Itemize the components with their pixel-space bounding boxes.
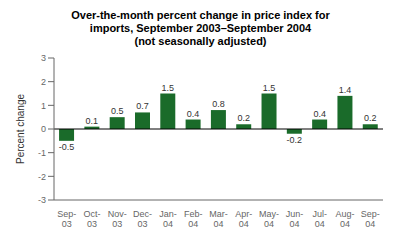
svg-text:Dec-03: Dec-03 [133,209,152,229]
svg-text:Oct-03: Oct-03 [83,209,100,229]
svg-text:Percent change: Percent change [15,94,26,164]
svg-text:0.1: 0.1 [86,116,99,126]
svg-text:0: 0 [41,124,46,134]
svg-text:Sep-04: Sep-04 [361,209,380,229]
svg-text:Nov-03: Nov-03 [108,209,127,229]
svg-text:-3: -3 [38,195,46,205]
svg-text:3: 3 [41,53,46,63]
svg-text:May-04: May-04 [259,209,279,229]
svg-text:Jun-04: Jun-04 [286,209,304,229]
svg-text:0.7: 0.7 [136,101,149,111]
svg-text:1: 1 [41,101,46,111]
svg-text:-1: -1 [38,148,46,158]
svg-text:-0.5: -0.5 [59,142,75,152]
svg-text:Jan-04: Jan-04 [159,209,177,229]
svg-text:Jul-04: Jul-04 [312,209,327,229]
svg-text:Apr-04: Apr-04 [235,209,252,229]
svg-text:1.5: 1.5 [162,83,175,93]
svg-text:Aug-04: Aug-04 [336,209,355,229]
svg-text:0.4: 0.4 [187,109,200,119]
html-text:(not seasonally adjusted): (not seasonally adjusted) [134,35,267,47]
svg-text:Feb-04: Feb-04 [184,209,203,229]
svg-text:Mar-04: Mar-04 [209,209,228,229]
svg-text:1.4: 1.4 [339,85,352,95]
svg-text:Sep-03: Sep-03 [57,209,76,229]
html-text:imports, September 2003–Septem: imports, September 2003–September 2004 [89,22,312,34]
svg-text:0.8: 0.8 [212,99,225,109]
svg-text:1.5: 1.5 [263,83,276,93]
svg-text:2: 2 [41,77,46,87]
html-text:Over-the-month percent change: Over-the-month percent change in price i… [71,9,330,21]
svg-text:0.5: 0.5 [111,106,124,116]
svg-text:0.4: 0.4 [313,109,326,119]
svg-text:-0.2: -0.2 [287,135,303,145]
svg-text:0.2: 0.2 [237,113,250,123]
svg-text:0.2: 0.2 [364,113,377,123]
svg-text:-2: -2 [38,172,46,182]
